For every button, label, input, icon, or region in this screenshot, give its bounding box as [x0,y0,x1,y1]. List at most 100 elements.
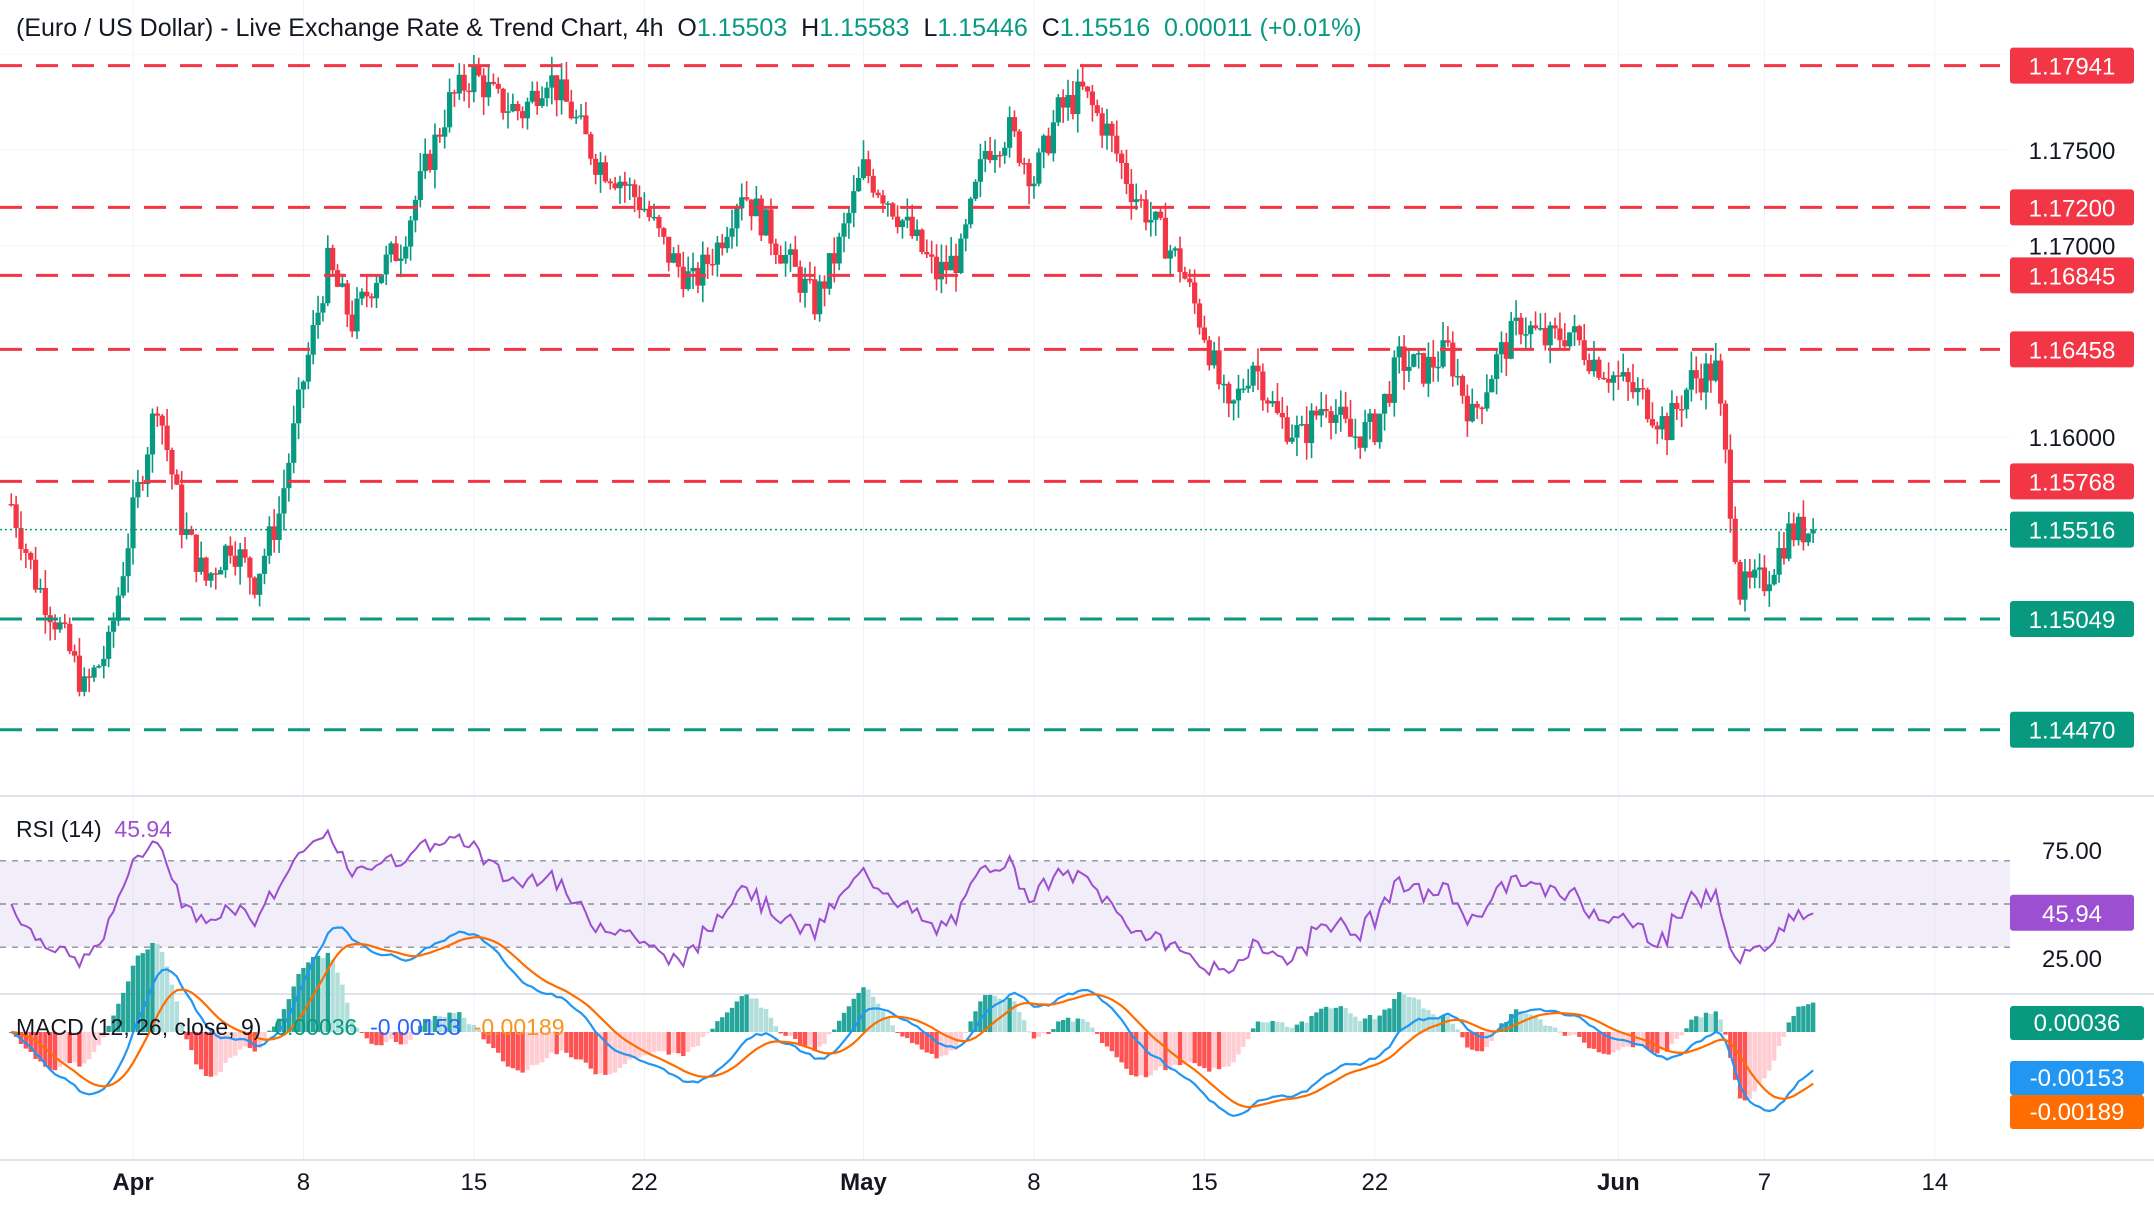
candle-body [266,526,272,556]
candle-up [968,196,974,229]
support-level-badge [2010,600,2134,637]
x-tick-label: 14 [1922,1169,1949,1196]
candle-up [1528,320,1534,349]
candle-down [1542,312,1548,351]
candle-body [1450,342,1456,377]
candle-body [1586,359,1592,372]
candle-body [520,111,526,119]
candle-body [359,291,365,299]
macd-hist-badge [2010,1006,2144,1040]
chart-header: (Euro / US Dollar) - Live Exchange Rate … [16,14,1362,43]
macd-histogram-bar [1397,992,1402,1032]
candle-up [1041,134,1047,169]
candle-body [768,209,774,244]
macd-histogram-bar [1757,1032,1762,1083]
macd-histogram-bar [1221,1032,1227,1067]
macd-histogram-bar [642,1032,647,1056]
candle-up [856,166,862,192]
candle-up [37,578,44,593]
candle-down [1279,397,1285,429]
candle-up [130,479,136,565]
macd-histogram-bar [77,1032,82,1067]
candle-body [1157,211,1164,218]
candle-body [651,216,657,219]
candle-down [1576,324,1582,346]
candle-down [588,131,594,166]
candle-body [456,74,462,94]
candle-body [1610,375,1617,383]
candle-body [81,676,87,692]
macd-histogram-bar [1445,1015,1451,1032]
candle-down [1630,363,1636,399]
candle-up [354,287,360,339]
macd-histogram-bar [1572,1032,1577,1035]
macd-histogram-bar [135,955,141,1032]
macd-histogram-bar [612,1032,618,1073]
macd-histogram-bar [218,1032,223,1073]
candle-up [724,226,730,253]
macd-histogram-bar [432,1015,438,1032]
candle-up [276,496,282,553]
candle-body [968,198,974,225]
candle-down [154,406,160,427]
macd-histogram-bar [86,1032,92,1060]
candle-up [1075,69,1081,133]
macd-histogram-bar [1382,1009,1387,1032]
macd-histogram-bar [1562,1032,1567,1036]
candle-up [1440,321,1446,369]
candle-up [617,175,623,204]
candle-body [91,667,97,678]
candle-body [1031,183,1037,187]
candle-body [1328,411,1334,423]
candle-down [271,509,277,553]
last-price-badge [2010,511,2134,548]
candle-body [18,528,24,550]
candle-down [393,235,399,262]
candle-up [1756,553,1763,589]
candle-body [807,278,813,281]
candle-up [1766,571,1772,607]
macd-histogram-bar [963,1032,968,1033]
candle-body [281,488,287,514]
candle-down [870,169,876,198]
macd-histogram-bar [1606,1032,1611,1055]
macd-histogram-bar [116,1003,121,1032]
macd-histogram-bar [627,1032,632,1060]
candle-body [1557,328,1563,341]
candle-up [1362,409,1368,452]
candle-body [1279,412,1285,418]
macd-histogram-bar [1431,1014,1436,1032]
candle-body [1416,353,1422,355]
candle-body [1411,354,1417,367]
candle-down [1450,331,1456,387]
candle-body [164,425,170,450]
macd-histogram-bar [423,1018,428,1032]
macd-histogram-bar [447,1012,452,1032]
candle-down [490,73,496,86]
candle-down [1109,121,1115,153]
candle-down [987,136,993,164]
candle-body [544,87,550,99]
candle-body [1737,562,1743,600]
macd-histogram-bar [608,1032,613,1075]
macd-histogram-bar [729,1007,735,1032]
macd-histogram-bar [1767,1032,1772,1071]
macd-histogram-bar [1810,1002,1816,1032]
candle-body [252,577,258,595]
candle-body [1128,183,1134,203]
candle-down [33,546,39,593]
candle-body [539,98,545,106]
candle-up [261,548,268,585]
candle-body [1372,413,1378,443]
macd-histogram-bar [739,996,744,1032]
candle-up [183,512,190,540]
candle-down [1313,406,1320,420]
macd-histogram-bar [593,1032,598,1075]
candle-up [1805,533,1811,547]
candle-down [140,475,146,491]
candle-down [1070,81,1076,120]
candle-up [1007,106,1013,158]
macd-histogram-bar [1119,1032,1124,1063]
macd-histogram-bar [817,1032,822,1047]
